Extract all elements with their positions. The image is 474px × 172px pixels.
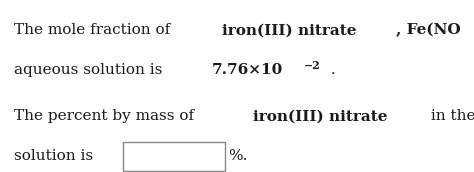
Text: .: .: [326, 63, 335, 77]
Text: The mole fraction of: The mole fraction of: [14, 23, 175, 37]
FancyBboxPatch shape: [123, 142, 225, 171]
Text: iron(III) nitrate: iron(III) nitrate: [253, 109, 387, 123]
Text: solution is: solution is: [14, 149, 98, 163]
Text: , Fe(NO: , Fe(NO: [396, 23, 460, 37]
Text: aqueous solution is: aqueous solution is: [14, 63, 167, 77]
Text: −2: −2: [304, 60, 320, 71]
Text: The percent by mass of: The percent by mass of: [14, 109, 199, 123]
Text: iron(III) nitrate: iron(III) nitrate: [222, 23, 356, 37]
Text: %.: %.: [228, 149, 248, 163]
Text: 7.76×10: 7.76×10: [212, 63, 283, 77]
Text: in the: in the: [427, 109, 474, 123]
